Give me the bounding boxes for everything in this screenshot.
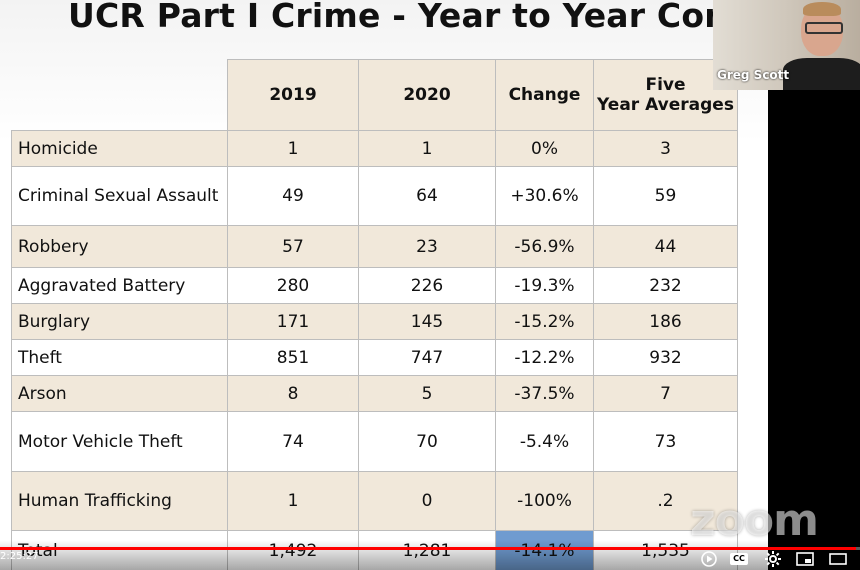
player-controls-bar xyxy=(0,540,860,570)
table-header-row: 2019 2020 Change Five Year Averages xyxy=(11,59,738,131)
table-row: Theft 851 747 -12.2% 932 xyxy=(11,339,738,376)
cell-average: 44 xyxy=(593,225,738,268)
row-label: Human Trafficking xyxy=(11,471,228,531)
participant-video[interactable]: Greg Scott xyxy=(713,0,860,90)
row-label: Robbery xyxy=(11,225,228,268)
cell-change: -100% xyxy=(495,471,594,531)
cell-2019: 1,492 xyxy=(227,530,359,570)
play-icon[interactable] xyxy=(700,550,718,568)
cell-average: 73 xyxy=(593,411,738,472)
cell-change: 0% xyxy=(495,130,594,167)
cell-average: 59 xyxy=(593,166,738,226)
table-total-row: Total 1,492 1,281 -14.1% 1,535 xyxy=(11,530,738,570)
presentation-slide: UCR Part I Crime - Year to Year Comparis… xyxy=(0,0,768,570)
progress-fill xyxy=(0,547,856,550)
cell-2020: 0 xyxy=(358,471,496,531)
table-row: Criminal Sexual Assault 49 64 +30.6% 59 xyxy=(11,166,738,226)
row-label: Motor Vehicle Theft xyxy=(11,411,228,472)
cell-change: -5.4% xyxy=(495,411,594,472)
cell-2020: 23 xyxy=(358,225,496,268)
cell-average: 7 xyxy=(593,375,738,412)
cell-2020: 5 xyxy=(358,375,496,412)
row-label: Burglary xyxy=(11,303,228,340)
row-label: Total xyxy=(11,530,228,570)
progress-bar[interactable] xyxy=(0,547,860,550)
cell-2019: 8 xyxy=(227,375,359,412)
cell-change: -15.2% xyxy=(495,303,594,340)
cell-2020: 145 xyxy=(358,303,496,340)
header-2020: 2020 xyxy=(358,59,496,131)
row-label: Homicide xyxy=(11,130,228,167)
cell-change: -37.5% xyxy=(495,375,594,412)
participant-glasses xyxy=(805,22,843,34)
cell-2019: 49 xyxy=(227,166,359,226)
cell-2019: 57 xyxy=(227,225,359,268)
row-label: Arson xyxy=(11,375,228,412)
cell-average: 1,535 xyxy=(593,530,738,570)
participant-hair xyxy=(803,2,841,16)
table-row: Homicide 1 1 0% 3 xyxy=(11,130,738,167)
row-label: Criminal Sexual Assault xyxy=(11,166,228,226)
table-row: Burglary 171 145 -15.2% 186 xyxy=(11,303,738,340)
table-row: Robbery 57 23 -56.9% 44 xyxy=(11,225,738,268)
settings-gear-icon[interactable] xyxy=(764,550,782,568)
cell-2019: 851 xyxy=(227,339,359,376)
cell-average: 3 xyxy=(593,130,738,167)
header-five: Five xyxy=(645,75,686,95)
cell-2020: 64 xyxy=(358,166,496,226)
table-row: Human Trafficking 1 0 -100% .2 xyxy=(11,471,738,531)
cell-2020: 747 xyxy=(358,339,496,376)
cell-average: .2 xyxy=(593,471,738,531)
cell-2019: 1 xyxy=(227,471,359,531)
header-year-averages: Year Averages xyxy=(597,95,734,115)
cell-change: +30.6% xyxy=(495,166,594,226)
cell-2020: 226 xyxy=(358,267,496,304)
cell-2019: 171 xyxy=(227,303,359,340)
cell-2020: 70 xyxy=(358,411,496,472)
cell-average: 932 xyxy=(593,339,738,376)
table-row: Arson 8 5 -37.5% 7 xyxy=(11,375,738,412)
miniplayer-icon[interactable] xyxy=(795,550,815,568)
cell-average: 232 xyxy=(593,267,738,304)
zoom-watermark: zoom xyxy=(690,495,819,546)
row-label: Theft xyxy=(11,339,228,376)
cell-2020: 1,281 xyxy=(358,530,496,570)
table-row: Motor Vehicle Theft 74 70 -5.4% 73 xyxy=(11,411,738,472)
cell-2019: 74 xyxy=(227,411,359,472)
cell-average: 186 xyxy=(593,303,738,340)
cell-change: -56.9% xyxy=(495,225,594,268)
row-label: Aggravated Battery xyxy=(11,267,228,304)
crime-comparison-table: 2019 2020 Change Five Year Averages Homic… xyxy=(11,59,738,570)
table-row: Aggravated Battery 280 226 -19.3% 232 xyxy=(11,267,738,304)
cell-2019: 280 xyxy=(227,267,359,304)
header-blank-cell xyxy=(11,59,228,131)
cell-change: -19.3% xyxy=(495,267,594,304)
header-change: Change xyxy=(495,59,594,131)
participant-shirt xyxy=(783,58,860,90)
cell-change: -12.2% xyxy=(495,339,594,376)
theater-mode-icon[interactable] xyxy=(828,550,848,568)
slide-title: UCR Part I Crime - Year to Year Comparis… xyxy=(68,0,768,35)
timecode: 2:25:27 xyxy=(0,551,39,562)
cell-2019: 1 xyxy=(227,130,359,167)
participant-name: Greg Scott xyxy=(717,68,790,82)
cell-2020: 1 xyxy=(358,130,496,167)
captions-button[interactable]: CC xyxy=(730,553,748,565)
header-2019: 2019 xyxy=(227,59,359,131)
